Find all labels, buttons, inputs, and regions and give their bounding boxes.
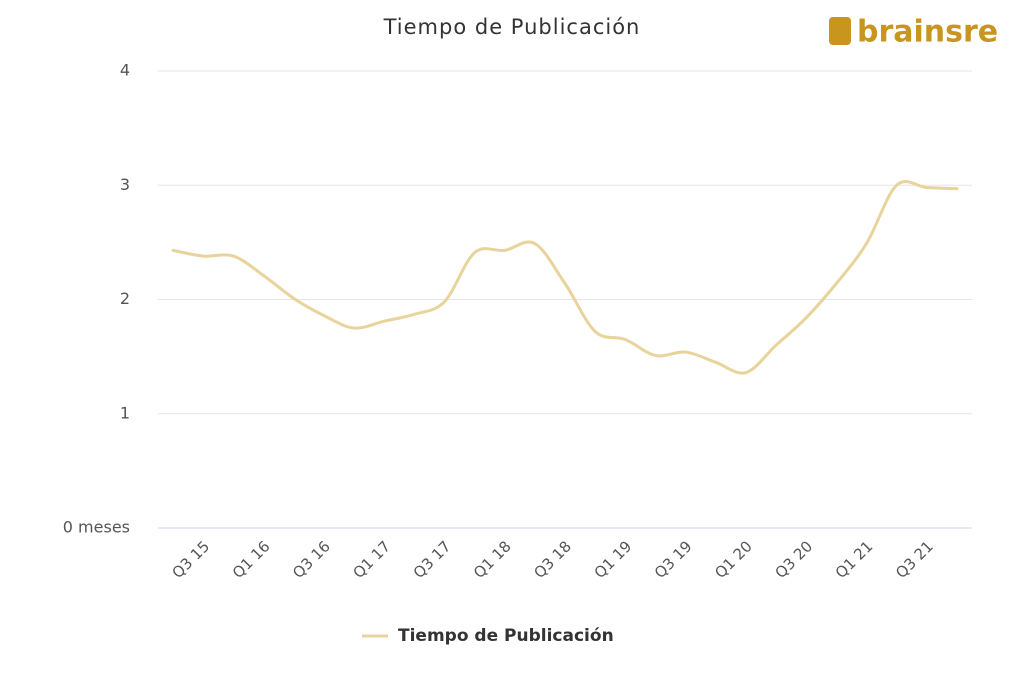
x-tick-label: Q1 17 — [349, 537, 394, 582]
x-tick-label: Q3 15 — [169, 537, 214, 582]
logo-icon — [829, 17, 851, 45]
y-tick-label: 1 — [120, 403, 130, 422]
y-tick-label: 3 — [120, 175, 130, 194]
x-tick-label: Q1 20 — [711, 537, 756, 582]
x-tick-label: Q1 19 — [591, 537, 636, 582]
legend-label: Tiempo de Publicación — [398, 626, 614, 646]
chart-title: Tiempo de Publicación — [383, 15, 641, 39]
x-tick-label: Q3 16 — [289, 537, 334, 582]
x-tick-label: Q3 18 — [530, 537, 575, 582]
x-tick-label: Q1 16 — [229, 537, 274, 582]
x-tick-label: Q3 20 — [771, 537, 816, 582]
x-tick-label: Q3 17 — [410, 537, 455, 582]
x-tick-label: Q3 21 — [892, 537, 937, 582]
x-tick-label: Q1 21 — [832, 537, 877, 582]
line — [171, 180, 959, 375]
logo: brainsre — [829, 15, 998, 50]
x-tick-label: Q3 19 — [651, 537, 696, 582]
x-tick-label: Q1 18 — [470, 537, 515, 582]
logo-text: brainsre — [857, 15, 998, 50]
y-tick-label: 4 — [120, 61, 130, 80]
y-tick-label: 2 — [120, 289, 130, 308]
y-tick-label: 0 meses — [63, 518, 130, 537]
